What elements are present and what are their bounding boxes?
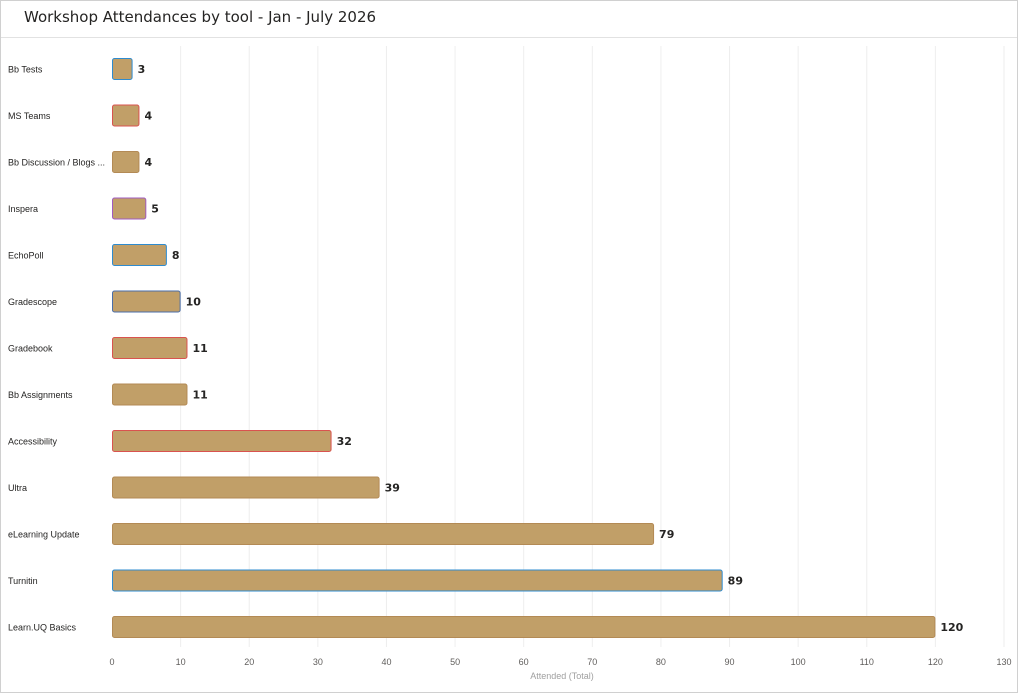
x-tick-label: 50: [450, 657, 460, 667]
category-label: Turnitin: [8, 576, 38, 586]
bar[interactable]: [112, 290, 181, 313]
data-label: 5: [151, 203, 159, 216]
data-label: 89: [728, 575, 743, 588]
x-tick-label: 60: [519, 657, 529, 667]
chart-header: Workshop Attendances by tool - Jan - Jul…: [1, 1, 1017, 38]
data-label: 4: [144, 110, 152, 123]
bar[interactable]: [112, 337, 188, 359]
data-label: 3: [138, 63, 146, 76]
bar[interactable]: [112, 58, 133, 80]
bar[interactable]: [112, 430, 332, 452]
bar[interactable]: [112, 151, 140, 173]
x-tick-label: 100: [791, 657, 806, 667]
data-label: 11: [192, 342, 207, 355]
x-axis-ticks: 0 10 20 30 40 50 60 70 80 90 100 110 120 130: [109, 657, 1011, 667]
bar[interactable]: [112, 616, 936, 638]
bar[interactable]: [112, 523, 655, 545]
x-tick-label: 0: [109, 657, 114, 667]
category-label: eLearning Update: [8, 530, 80, 540]
bar[interactable]: [112, 569, 723, 592]
bar[interactable]: [112, 476, 380, 499]
bar[interactable]: [112, 244, 167, 266]
category-label: EchoPoll: [8, 251, 44, 261]
data-label: 11: [192, 389, 207, 402]
x-tick-label: 30: [313, 657, 323, 667]
x-tick-label: 40: [381, 657, 391, 667]
data-label: 10: [186, 296, 202, 309]
bars: [112, 58, 936, 638]
category-label: MS Teams: [8, 111, 51, 121]
data-label: 120: [940, 621, 963, 634]
data-label: 39: [385, 482, 400, 495]
x-tick-label: 80: [656, 657, 666, 667]
category-label: Bb Tests: [8, 65, 43, 75]
data-labels: 3 4 4 5 8 10 11 11 32 39 79 89 120: [138, 63, 964, 634]
x-tick-label: 70: [587, 657, 597, 667]
gridlines: [180, 46, 1005, 647]
category-label: Bb Discussion / Blogs ...: [8, 158, 105, 168]
category-label: Gradescope: [8, 297, 57, 307]
data-label: 8: [172, 249, 180, 262]
category-label: Inspera: [8, 204, 38, 214]
data-label: 32: [337, 435, 352, 448]
x-tick-label: 120: [928, 657, 943, 667]
x-tick-label: 130: [996, 657, 1011, 667]
x-tick-label: 90: [725, 657, 735, 667]
x-tick-label: 20: [244, 657, 254, 667]
category-label: Learn.UQ Basics: [8, 623, 77, 633]
category-labels: Bb Tests MS Teams Bb Discussion / Blogs ..…: [8, 65, 105, 633]
bar[interactable]: [112, 383, 188, 406]
category-label: Bb Assignments: [8, 390, 73, 400]
chart-title: Workshop Attendances by tool - Jan - Jul…: [24, 8, 377, 26]
data-label: 79: [659, 528, 674, 541]
category-label: Ultra: [8, 483, 27, 493]
bar[interactable]: [112, 197, 147, 220]
category-label: Gradebook: [8, 344, 53, 354]
x-tick-label: 10: [176, 657, 186, 667]
data-label: 4: [144, 156, 152, 169]
x-tick-label: 110: [860, 657, 874, 667]
bar[interactable]: [112, 104, 140, 127]
category-label: Accessibility: [8, 437, 58, 447]
x-axis-title: Attended (Total): [530, 671, 594, 681]
